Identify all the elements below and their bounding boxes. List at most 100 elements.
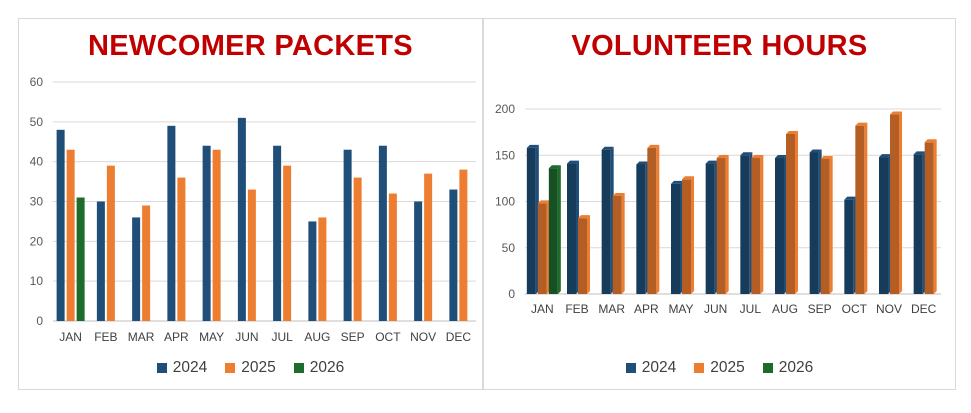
bar-front	[601, 149, 611, 294]
x-tick-label: JAN	[59, 330, 82, 344]
bar-top	[775, 155, 787, 159]
bar-front	[844, 199, 854, 294]
bar-side	[899, 111, 902, 294]
bar-top	[636, 161, 649, 165]
x-tick-label: JUL	[271, 330, 293, 344]
x-tick-label: DEC	[911, 302, 937, 316]
legend-item-2026: 2026	[762, 359, 814, 377]
bar-feb-2025	[106, 165, 115, 321]
bar-front	[636, 164, 646, 294]
gridlines	[53, 81, 476, 322]
bar-jan-2025	[537, 200, 550, 294]
x-tick-label: OCT	[842, 302, 868, 316]
bar-top	[740, 152, 753, 156]
y-tick-label: 30	[30, 195, 44, 209]
legend-label: 2024	[641, 359, 677, 376]
bar-oct-2024	[378, 145, 387, 321]
bar-mar-2025	[142, 205, 151, 321]
bar-oct-2025	[388, 193, 397, 321]
bar-side	[864, 122, 868, 295]
bar-nov-2024	[879, 154, 891, 294]
bar-may-2025	[682, 176, 694, 294]
bar-side	[621, 192, 625, 294]
legend-label: 2026	[309, 359, 345, 376]
bar-top	[567, 160, 579, 164]
bar-aug-2025	[786, 130, 798, 294]
bar-may-2025	[212, 149, 221, 321]
bar-top	[809, 149, 822, 153]
bar-mar-2025	[612, 192, 625, 294]
bar-top	[924, 139, 937, 143]
volunteer-hours-plot: 0 50 100 150 200 JAN FEB MAR APR MAY JUN JUL AUG SEP O…	[495, 102, 941, 316]
bar-front	[879, 157, 888, 294]
x-tick-label: FEB	[565, 302, 588, 316]
bar-jun-2024	[705, 160, 718, 294]
newcomer-packets-plot: 0 10 20 30 40 50 60 JAN FEB MAR APR MAY JUN JUL AUG SEP…	[30, 75, 476, 344]
bar-top	[705, 160, 718, 164]
legend-swatch-2024	[625, 363, 636, 373]
bar-jul-2025	[751, 155, 764, 294]
legend-item-2024: 2024	[625, 359, 677, 377]
bar-jul-2024	[273, 145, 282, 321]
bar-front	[548, 168, 558, 294]
bar-sep-2024	[809, 149, 822, 294]
bar-top	[879, 154, 891, 158]
bar-front	[567, 163, 576, 294]
bar-front	[855, 125, 865, 295]
legend-label: 2026	[778, 359, 814, 376]
legend-swatch-2026	[762, 363, 773, 373]
bar-front	[647, 147, 657, 294]
x-tick-label: JUL	[740, 302, 762, 316]
bar-dec-2025	[924, 139, 937, 294]
legend-label: 2025	[241, 359, 276, 376]
legend-swatch-2025	[225, 363, 236, 373]
bar-top	[855, 122, 868, 126]
bar-dec-2024	[913, 151, 926, 294]
bar-top	[716, 155, 729, 159]
bar-front	[751, 158, 761, 294]
bar-apr-2025	[177, 177, 186, 321]
x-tick-label: JAN	[531, 302, 554, 316]
bar-jun-2025	[716, 155, 729, 294]
bar-side	[587, 215, 590, 294]
bar-side	[656, 144, 660, 294]
bar-sep-2024	[343, 149, 352, 321]
gridlines	[525, 108, 941, 295]
bar-jun-2024	[237, 117, 246, 321]
bar-oct-2024	[844, 196, 857, 294]
bar-front	[809, 152, 819, 294]
bar-top	[548, 165, 561, 169]
bar-top	[820, 155, 833, 159]
legend-swatch-2026	[293, 363, 304, 373]
bar-front	[924, 142, 934, 294]
bar-side	[725, 155, 729, 294]
x-tick-label: OCT	[375, 330, 401, 344]
bar-top	[578, 215, 590, 219]
chart-title: NEWCOMER PACKETS	[88, 30, 413, 62]
bar-may-2024	[202, 145, 211, 321]
bar-feb-2024	[96, 201, 105, 321]
bar-side	[795, 130, 798, 294]
y-tick-label: 150	[495, 148, 515, 162]
bar-front	[526, 147, 536, 294]
y-tick-label: 60	[30, 75, 44, 89]
bar-front	[682, 179, 691, 294]
bar-dec-2024	[449, 189, 458, 321]
x-tick-label: SEP	[808, 302, 832, 316]
bar-side	[691, 176, 694, 294]
bar-side	[933, 139, 937, 294]
bar-side	[829, 155, 833, 294]
bar-sep-2025	[353, 177, 362, 321]
bar-nov-2025	[890, 111, 902, 294]
bar-top	[671, 180, 683, 184]
x-tick-label: APR	[164, 330, 189, 344]
bar-front	[820, 158, 830, 294]
bar-jul-2024	[740, 152, 753, 294]
chart-title: VOLUNTEER HOURS	[571, 30, 868, 62]
bar-feb-2024	[567, 160, 579, 294]
bar-front	[671, 183, 680, 294]
bar-mar-2024	[132, 217, 141, 321]
legend-swatch-2024	[156, 363, 167, 373]
legend-swatch-2025	[694, 363, 705, 373]
x-tick-label: AUG	[304, 330, 330, 344]
